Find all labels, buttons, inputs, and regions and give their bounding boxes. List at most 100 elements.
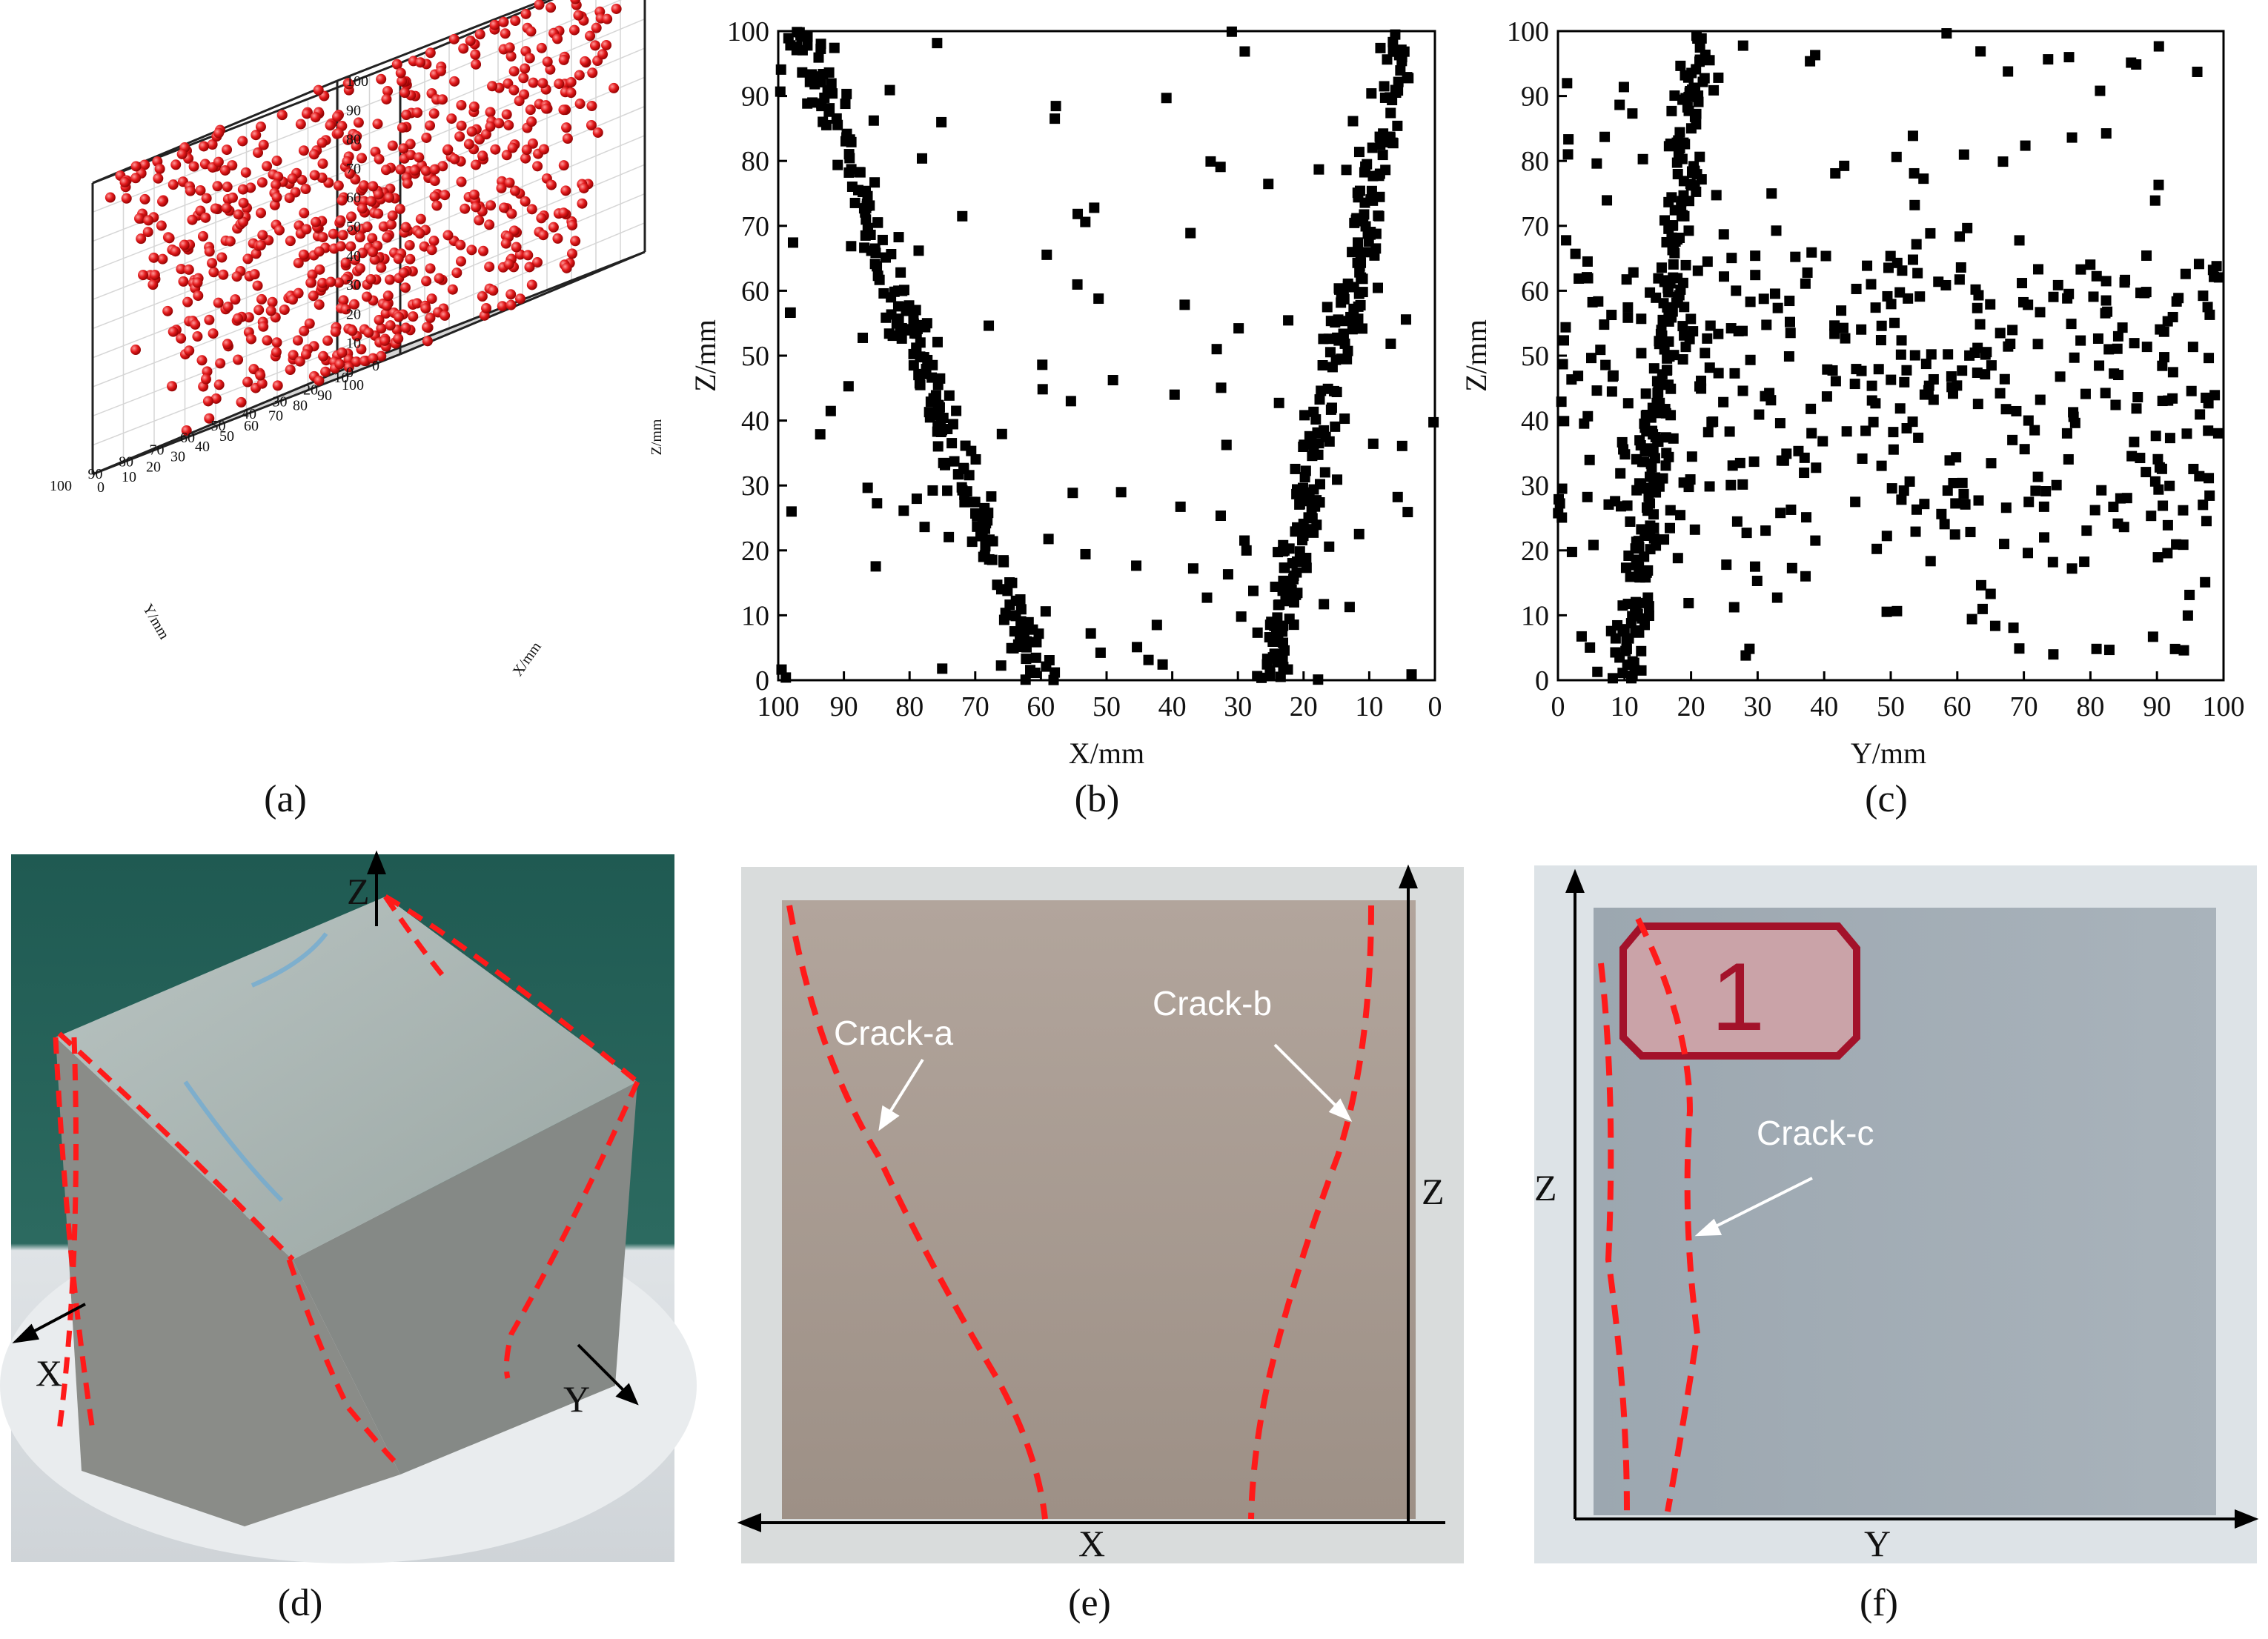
chart-b-point: [1385, 107, 1396, 119]
chart-c-point: [1920, 359, 1932, 370]
chart-c-point: [2162, 316, 2173, 327]
chart-b-point: [1185, 227, 1196, 239]
chart-a-point: [394, 311, 405, 322]
chart-a-point: [253, 305, 265, 316]
chart-a-xtick-label: 70: [150, 442, 165, 458]
chart-a-ztick-label: 90: [346, 102, 361, 119]
chart-b-point: [825, 405, 836, 416]
chart-b-point: [846, 181, 858, 192]
chart-b-point: [1390, 84, 1401, 96]
chart-a-point: [422, 322, 433, 333]
chart-a-point: [611, 3, 622, 14]
chart-c-point: [1989, 620, 2000, 631]
chart-b-point: [903, 300, 915, 311]
chart-c-point: [1678, 176, 1689, 187]
chart-a-point: [284, 193, 295, 204]
chart-a-point: [288, 350, 299, 361]
chart-c-point: [2178, 505, 2189, 516]
chart-a-point: [222, 144, 233, 156]
chart-a-point: [248, 364, 259, 375]
chart-b-point: [1143, 654, 1154, 665]
chart-c-point: [1648, 363, 1659, 374]
chart-a-point: [456, 99, 467, 110]
chart-c-point: [1621, 643, 1632, 654]
chart-a-point: [208, 267, 219, 278]
chart-b-xtick-label: 80: [895, 691, 924, 722]
chart-c-point: [1708, 84, 1720, 96]
chart-c-xtick-label: 80: [2076, 691, 2104, 722]
chart-c-point: [1686, 451, 1697, 462]
chart-a-point: [578, 182, 589, 193]
chart-b-point: [1263, 179, 1274, 190]
chart-a-point: [387, 140, 398, 151]
chart-c-yz-scatter: 0 10 20 30 40 50 60 70 80 90 100 0 10 20 30 40 50 60 70 80 9…: [1459, 16, 2245, 820]
chart-b-point: [1270, 581, 1281, 592]
chart-c-point: [1973, 290, 1984, 301]
chart-b-point: [1353, 288, 1365, 299]
chart-c-point: [1593, 296, 1604, 307]
chart-a-point: [440, 190, 451, 201]
chart-c-point: [1881, 531, 1892, 542]
chart-b-point: [1004, 599, 1015, 611]
chart-a-point: [196, 355, 208, 366]
chart-b-point: [1179, 299, 1190, 310]
chart-c-ytick-label: 20: [1521, 536, 1549, 567]
chart-b-point: [1402, 507, 1413, 518]
chart-c-point: [2129, 338, 2140, 349]
chart-a-point: [105, 192, 116, 203]
chart-c-point: [2178, 645, 2189, 656]
chart-c-point: [2212, 428, 2224, 439]
chart-b-point: [843, 149, 855, 160]
chart-b-point: [1015, 594, 1026, 605]
chart-c-point: [2007, 325, 2018, 336]
chart-a-point: [456, 176, 467, 187]
chart-a-point: [505, 289, 517, 300]
chart-c-point: [1965, 526, 1976, 537]
chart-c-point: [2007, 434, 2018, 445]
chart-a-xtick-label: 60: [180, 430, 195, 446]
chart-b-point: [1299, 410, 1310, 421]
chart-b-point: [1375, 42, 1386, 53]
chart-c-point: [2092, 333, 2103, 344]
chart-b-point: [959, 496, 970, 508]
chart-b-point: [1336, 353, 1347, 365]
chart-c-point: [1600, 359, 1611, 370]
chart-b-point: [849, 197, 861, 208]
chart-c-point: [1928, 394, 1939, 405]
chart-b-points: [775, 26, 1439, 685]
chart-c-point: [2192, 66, 2203, 77]
chart-a-point: [314, 246, 325, 257]
chart-c-point: [2048, 291, 2059, 302]
chart-c-point: [1669, 90, 1680, 102]
chart-c-point: [2141, 467, 2152, 478]
photo-d-axis-y: Y: [563, 1378, 590, 1420]
chart-b-point: [883, 328, 895, 339]
chart-c-ytick-label: 10: [1521, 600, 1549, 631]
chart-c-point: [2003, 66, 2014, 77]
chart-c-point: [1856, 324, 1867, 335]
chart-a-xtick-label: 40: [242, 406, 256, 422]
chart-a-point: [221, 202, 232, 213]
chart-c-xtick-label: 40: [1810, 691, 1838, 722]
chart-c-point: [1694, 151, 1705, 162]
chart-b-point: [987, 536, 998, 547]
chart-a-point: [426, 245, 437, 256]
chart-b-point: [1366, 185, 1377, 196]
chart-a-point: [421, 132, 432, 143]
chart-a-point: [276, 110, 288, 121]
chart-a-point: [525, 104, 536, 116]
chart-b-xtick-label: 30: [1224, 691, 1252, 722]
chart-c-point: [2039, 532, 2050, 543]
chart-b-point: [1050, 667, 1061, 678]
chart-a-point: [379, 335, 391, 346]
chart-a-point: [179, 239, 190, 250]
chart-c-point: [1849, 379, 1860, 390]
chart-a-point: [204, 413, 215, 424]
chart-b-ytick-label: 90: [741, 82, 769, 113]
chart-a-point: [400, 322, 411, 333]
chart-c-point: [1999, 373, 2010, 385]
chart-b-point: [1356, 257, 1367, 268]
chart-c-point: [2132, 392, 2143, 403]
chart-c-point: [2089, 505, 2100, 516]
chart-a-point: [187, 214, 198, 225]
